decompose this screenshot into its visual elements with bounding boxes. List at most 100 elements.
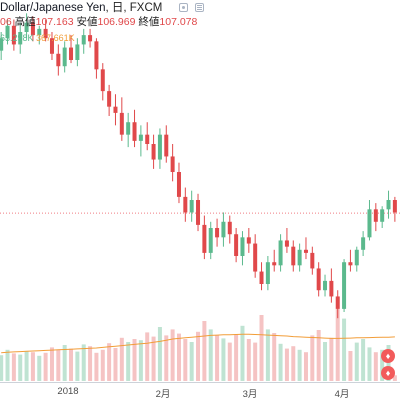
candle-body [113,106,118,113]
open-value: 06 [0,16,12,28]
volume-bar [380,349,385,381]
candle-body [310,252,315,269]
volume-bar [100,349,105,381]
low-label: 安値 [76,16,98,28]
event-badge-icon[interactable]: ♦ [381,349,395,363]
time-axis[interactable]: 2018 2月 3月 4月 [0,382,400,401]
low-value: 106.969 [97,16,136,28]
volume-bar [392,375,397,381]
volume-bar [69,348,74,381]
volume-bar [354,342,359,381]
candle-body [107,91,112,107]
candle-body [272,262,277,266]
volume-bar [310,335,315,381]
volume-legend: 63.298K 367.661K [0,31,75,45]
candle-body [0,38,4,51]
candlestick-chart[interactable] [0,0,400,382]
volume-ma-value: 367.661K [36,33,75,43]
volume-bar [297,349,302,381]
time-tick-label: 4月 [334,389,350,400]
volume-bar [253,342,258,381]
volume-value: 63.298K [0,33,34,43]
candle-body [348,262,353,266]
candle-body [100,69,105,92]
settings-icon[interactable] [195,3,204,12]
candle-body [132,122,137,141]
volume-bar [323,342,328,381]
candle-body [164,134,169,157]
candle-body [170,156,175,172]
volume-bar [81,344,86,381]
volume-bar [272,333,277,381]
candle-body [259,271,264,284]
volume-bar [30,352,35,381]
candle-body [316,268,321,291]
candle-body [157,134,162,160]
candle-body [202,224,207,253]
event-badge-icon[interactable]: ♦ [381,366,395,380]
candle-body [291,246,296,266]
volume-bar [284,348,289,381]
volume-bar [291,346,296,381]
volume-bar [208,329,213,381]
candle-body [18,32,23,45]
candle-body [94,41,99,70]
volume-bar [227,342,232,381]
volume-bar [88,346,93,381]
candle-body [227,221,232,235]
volume-bar [43,352,48,381]
volume-ma-line [1,333,395,354]
time-tick-label: 2018 [57,386,79,397]
volume-bar [367,347,372,381]
volume-bar [234,334,239,381]
volume-bar [113,348,118,381]
candle-body [24,22,29,32]
symbol-legend[interactable]: Dollar/Japanese Yen, 日, FXCM [0,1,162,15]
volume-bar [107,343,112,381]
volume-bar [303,352,308,381]
volume-bar [145,332,150,381]
candle-body [367,209,372,238]
symbol-name: Dollar/Japanese Yen [0,2,106,14]
volume-bar [24,351,29,381]
volume-bar [221,338,226,381]
close-value: 107.078 [159,16,198,28]
volume-bar [373,352,378,381]
volume-bar [49,347,54,381]
volume-bar [196,331,201,381]
candle-body [208,228,213,253]
volume-bar [37,355,42,381]
candle-body [361,237,366,250]
candle-body [373,209,378,222]
candle-body [37,28,42,36]
chart-pane[interactable]: Dollar/Japanese Yen, 日, FXCM 06 高値107.16… [0,0,400,382]
candle-body [49,38,54,54]
volume-bar [361,339,366,381]
eye-icon[interactable] [179,3,188,12]
high-value: 107.163 [35,16,74,28]
time-tick-label: 3月 [242,389,258,400]
candle-body [284,240,289,247]
candle-body [329,280,334,297]
candle-body [323,280,328,291]
candle-body [176,172,181,197]
candle-body [183,196,188,213]
volume-bar [151,336,156,381]
volume-bar [342,318,347,381]
candle-body [253,243,258,272]
volume-bar [18,354,23,381]
candle-body [56,53,61,67]
volume-bar [138,340,143,381]
volume-bar [329,337,334,381]
time-tick-label: 2月 [155,389,171,400]
volume-bar [94,352,99,381]
candle-body [126,122,131,135]
candle-body [43,28,48,39]
candle-body [392,200,397,213]
candle-body [380,209,385,222]
volume-bar [215,335,220,381]
volume-bar [259,315,264,381]
candle-body [30,22,35,36]
candle-body [5,25,10,39]
candle-body [11,25,16,45]
